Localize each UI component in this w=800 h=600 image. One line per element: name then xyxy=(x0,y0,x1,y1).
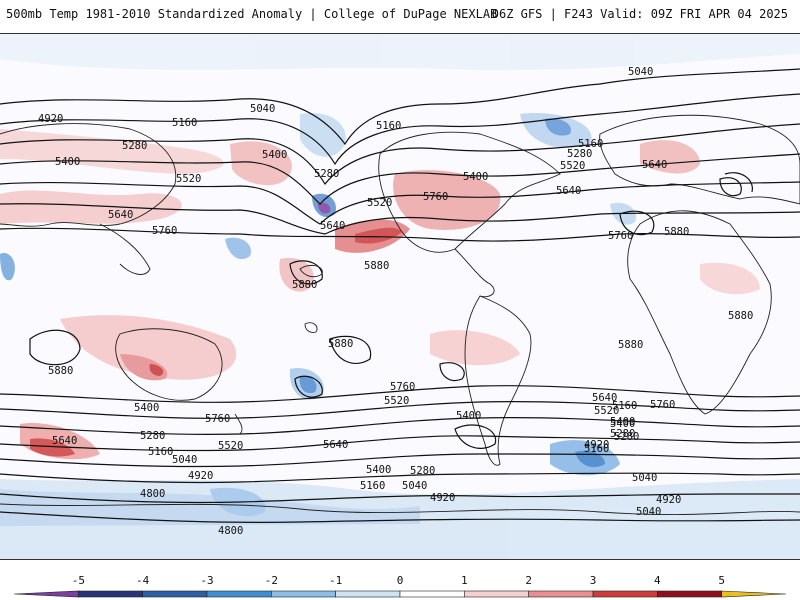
coastline-layer xyxy=(0,114,800,515)
contour-label: 5160 xyxy=(376,120,401,132)
contour-label: 5880 xyxy=(664,226,689,238)
contour-label: 5760 xyxy=(608,230,633,242)
contour-label: 5640 xyxy=(642,159,667,171)
contour-label: 4920 xyxy=(656,494,681,506)
contour-label: 5400 xyxy=(55,156,80,168)
contour-label: 5160 xyxy=(612,400,637,412)
contour-label: 5400 xyxy=(463,171,488,183)
contour-label: 5040 xyxy=(632,472,657,484)
colorbar-swatch xyxy=(78,590,143,598)
contour-label: 5400 xyxy=(610,416,635,428)
contour-label: 5400 xyxy=(262,149,287,161)
colorbar-swatch xyxy=(13,590,79,598)
contour-label: 5280 xyxy=(314,168,339,180)
contour-label: 4920 xyxy=(38,113,63,125)
contour-label: 5160 xyxy=(172,117,197,129)
contour-label: 5880 xyxy=(364,260,389,272)
height-contour-layer xyxy=(0,68,800,523)
colorbar-tick-label: -1 xyxy=(329,574,342,587)
map-title: 500mb Temp 1981-2010 Standardized Anomal… xyxy=(6,7,498,21)
contour-label: 5520 xyxy=(384,395,409,407)
contour-label: 5280 xyxy=(140,430,165,442)
contour-label: 5040 xyxy=(250,103,275,115)
colorbar-swatches xyxy=(13,590,787,598)
contour-label: 5400 xyxy=(610,418,635,430)
contour-label: 5280 xyxy=(567,148,592,160)
map-canvas: 5040 4920 5040 5160 5160 5280 5280 5280 … xyxy=(0,34,800,559)
contour-label: 5400 xyxy=(134,402,159,414)
colorbar-tick-label: -4 xyxy=(136,574,150,587)
colorbar-swatch xyxy=(721,590,787,598)
contour-label: 5880 xyxy=(328,338,353,350)
contour-label: 5760 xyxy=(423,191,448,203)
contour-label: 5520 xyxy=(367,197,392,209)
contour-label: 5520 xyxy=(176,173,201,185)
contour-label: 5880 xyxy=(728,310,753,322)
colorbar-swatch xyxy=(206,590,272,598)
contour-label: 5880 xyxy=(618,339,643,351)
contour-label-layer: 5040 4920 5040 5160 5160 5280 5280 5280 … xyxy=(38,66,753,537)
contour-label: 5640 xyxy=(52,435,77,447)
contour-label: 5040 xyxy=(402,480,427,492)
colorbar-tick-label: -3 xyxy=(200,574,213,587)
contour-label: 5640 xyxy=(323,439,348,451)
contour-label: 5640 xyxy=(556,185,581,197)
colorbar: -5 -4 -3 -2 -1 0 1 2 3 4 5 xyxy=(0,560,800,600)
colorbar-swatch xyxy=(399,590,465,598)
contour-label: 5880 xyxy=(48,365,73,377)
colorbar-tick-label: 4 xyxy=(654,574,661,587)
colorbar-tick-labels: -5 -4 -3 -2 -1 0 1 2 3 4 5 xyxy=(72,574,725,587)
colorbar-swatch xyxy=(142,590,208,598)
contour-label: 5400 xyxy=(456,410,481,422)
contour-label: 5160 xyxy=(148,446,173,458)
colorbar-tick-label: 2 xyxy=(525,574,532,587)
contour-label: 5280 xyxy=(614,431,639,443)
colorbar-swatch xyxy=(335,590,401,598)
contour-label: 5760 xyxy=(390,381,415,393)
contour-label: 5040 xyxy=(172,454,197,466)
contour-label: 5520 xyxy=(218,440,243,452)
contour-label: 5520 xyxy=(560,160,585,172)
contour-label: 5880 xyxy=(292,279,317,291)
contour-label: 5640 xyxy=(592,392,617,404)
contour-label: 5760 xyxy=(205,413,230,425)
contour-label: 5040 xyxy=(628,66,653,78)
colorbar-swatch xyxy=(464,590,529,598)
colorbar-tick-label: -5 xyxy=(72,574,85,587)
colorbar-swatch xyxy=(528,590,594,598)
contour-label: 5160 xyxy=(360,480,385,492)
colorbar-tick-label: 0 xyxy=(397,574,404,587)
colorbar-tick-label: 3 xyxy=(590,574,597,587)
anomaly-fill-layer xyxy=(0,34,800,559)
contour-label: 5280 xyxy=(410,465,435,477)
contour-label: 5280 xyxy=(122,140,147,152)
colorbar-swatch xyxy=(657,590,722,598)
contour-label: 5760 xyxy=(650,399,675,411)
colorbar-tick-label: -2 xyxy=(265,574,278,587)
contour-label: 5160 xyxy=(584,443,609,455)
colorbar-tick-label: 5 xyxy=(718,574,725,587)
contour-label: 5640 xyxy=(108,209,133,221)
colorbar-swatch xyxy=(271,590,336,598)
contour-label: 4920 xyxy=(188,470,213,482)
global-map[interactable]: 5040 4920 5040 5160 5160 5280 5280 5280 … xyxy=(0,33,800,560)
colorbar-canvas: -5 -4 -3 -2 -1 0 1 2 3 4 5 xyxy=(13,574,787,598)
contour-label: 5520 xyxy=(594,405,619,417)
contour-label: 4920 xyxy=(584,439,609,451)
contour-label: 5640 xyxy=(320,220,345,232)
header-bar: 500mb Temp 1981-2010 Standardized Anomal… xyxy=(0,0,800,32)
contour-label: 5280 xyxy=(610,428,635,440)
model-run-info: 06Z GFS | F243 Valid: 09Z FRI APR 04 202… xyxy=(491,7,788,21)
contour-label: 5160 xyxy=(578,138,603,150)
contour-label: 5040 xyxy=(636,506,661,518)
contour-label: 4920 xyxy=(430,492,455,504)
contour-label: 4800 xyxy=(140,488,165,500)
colorbar-tick-label: 1 xyxy=(461,574,468,587)
contour-label: 5400 xyxy=(366,464,391,476)
colorbar-swatch xyxy=(592,590,658,598)
contour-label: 5760 xyxy=(152,225,177,237)
contour-label: 4800 xyxy=(218,525,243,537)
